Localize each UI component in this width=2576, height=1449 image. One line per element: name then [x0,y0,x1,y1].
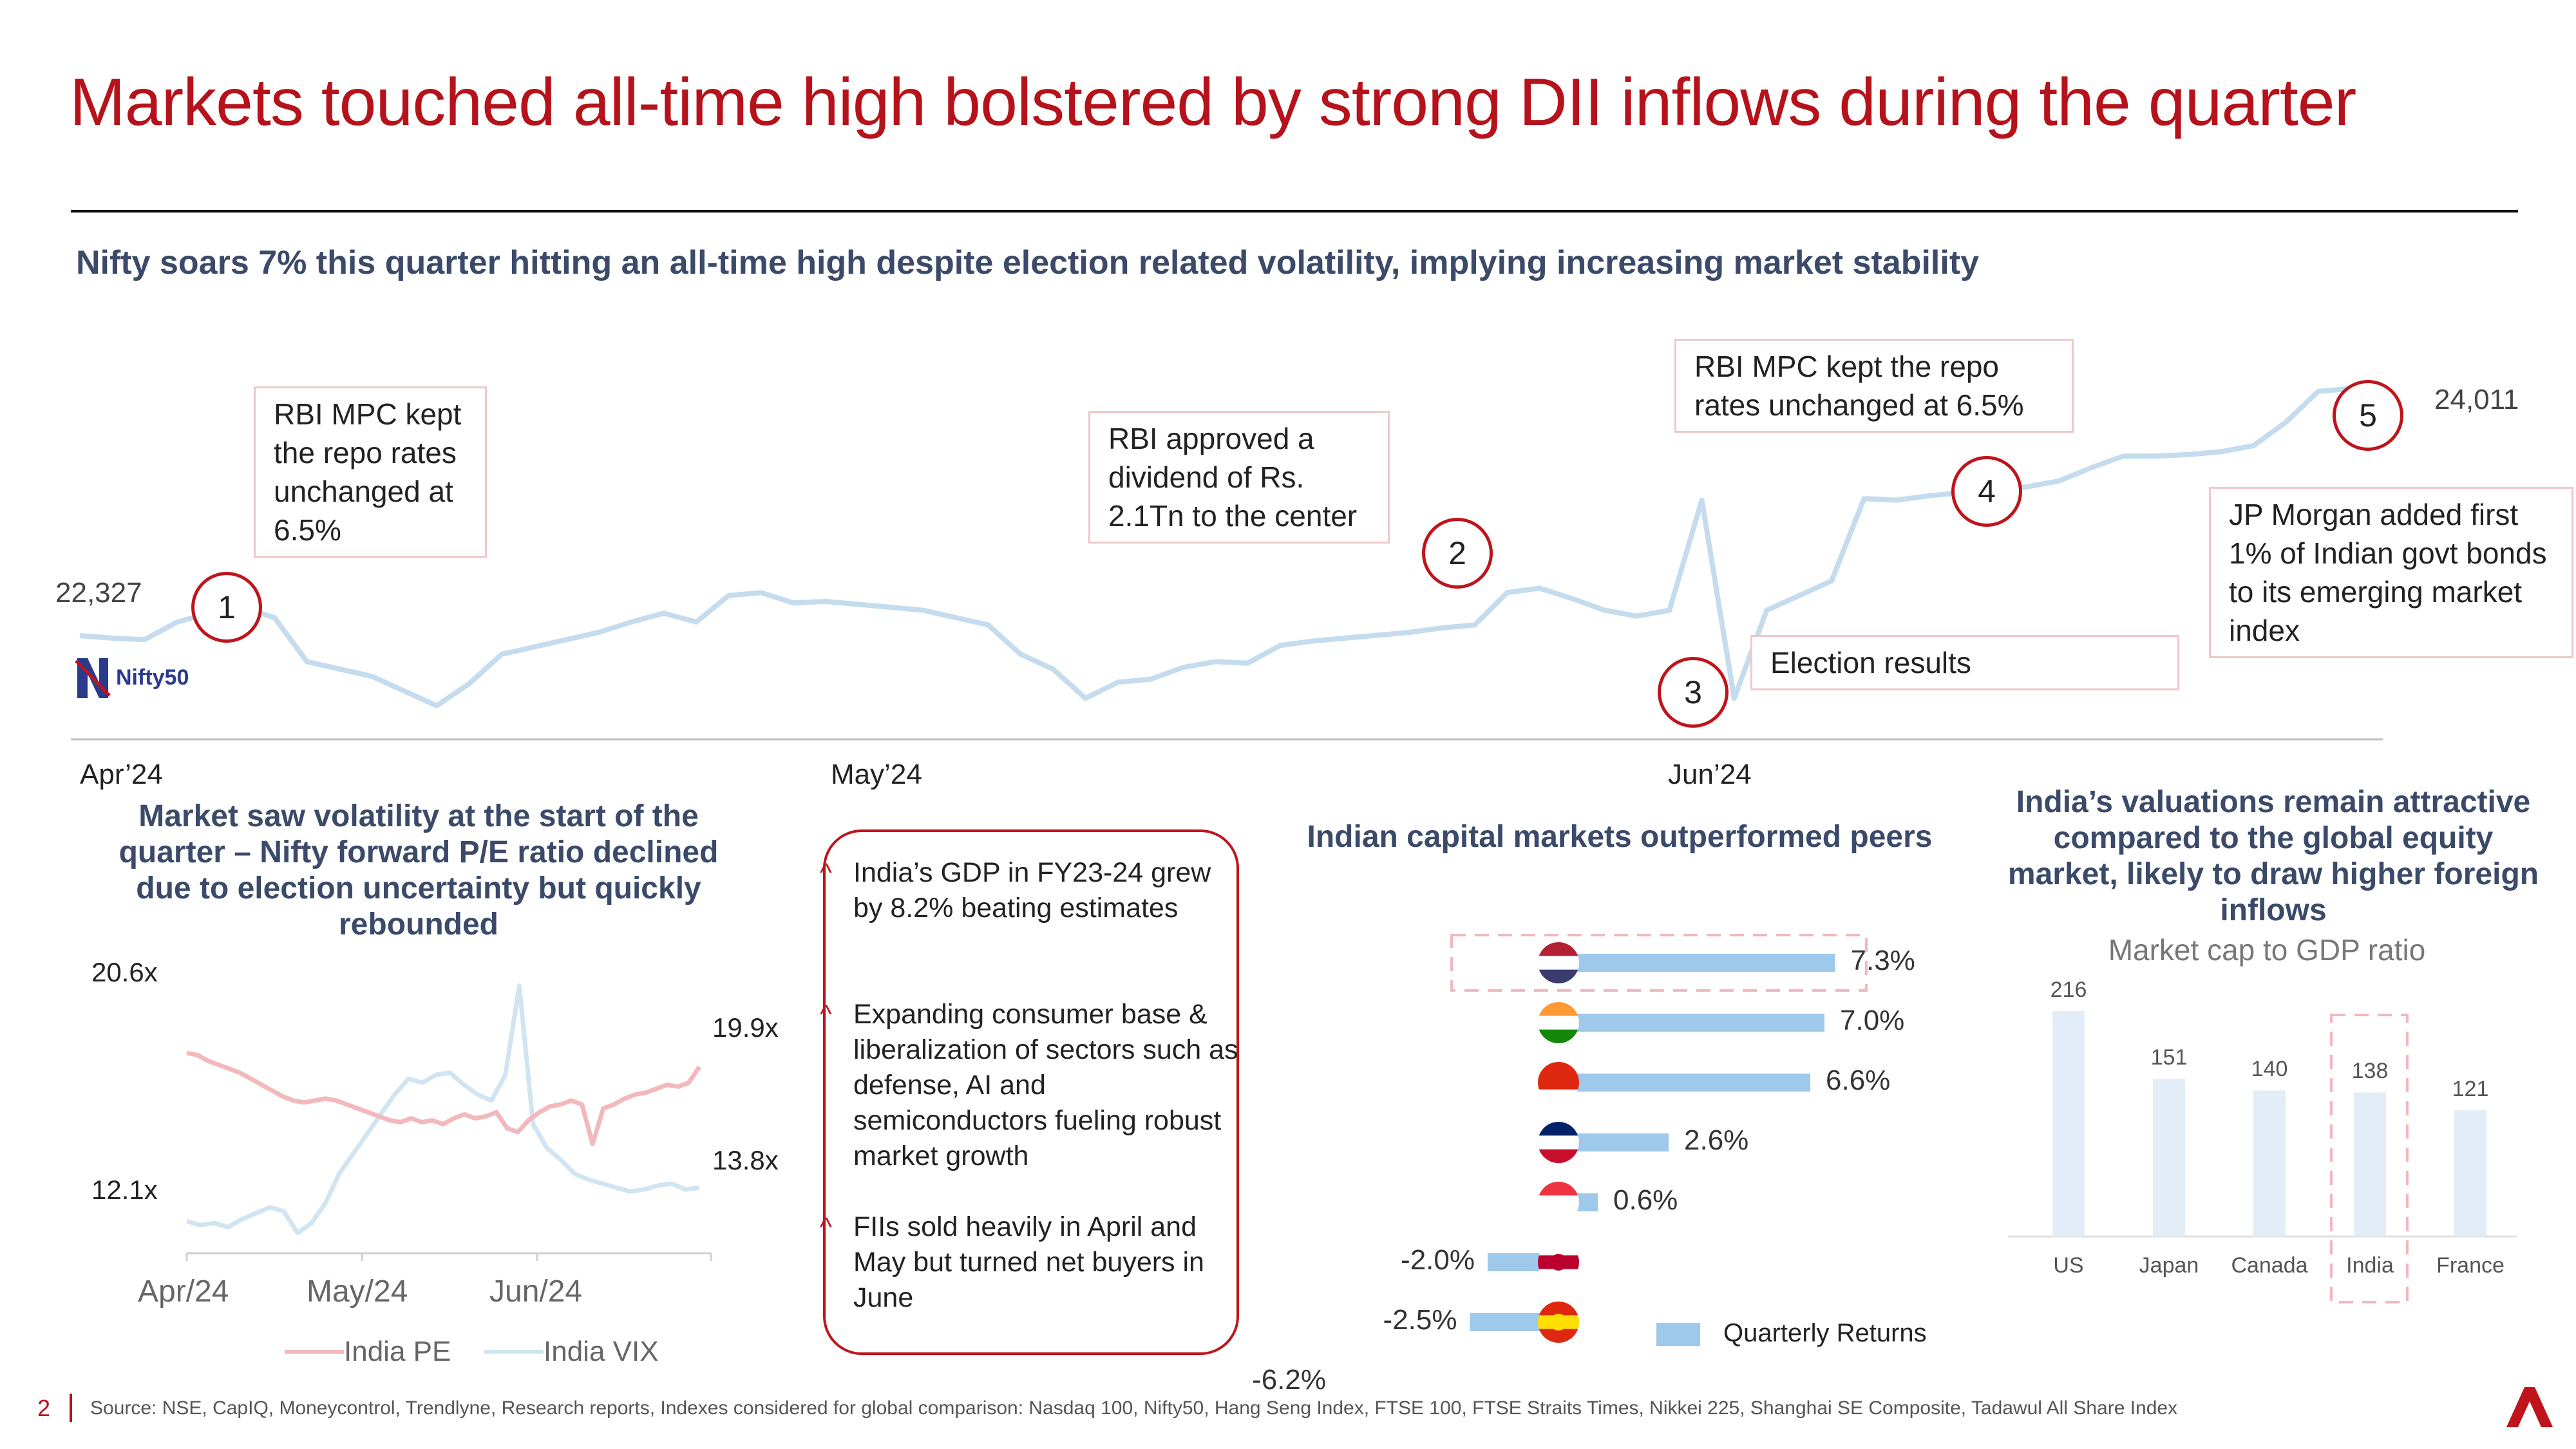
pe-x-tick-label: Apr/24 [138,1274,229,1309]
pe-x-tick-label: Jun/24 [489,1274,583,1309]
mcap-bar [2253,1090,2286,1236]
peer-return-bar [1577,954,1835,972]
nifty-logo-text: Nifty50 [116,665,189,690]
india-flag-icon [1538,1002,1579,1043]
india-highlight-box [1450,934,1868,992]
mcap-category-label: Japan [2139,1253,2199,1278]
peers-legend-label: Quarterly Returns [1723,1319,1927,1347]
bullet-caret-icon: ^ [820,1000,832,1028]
mcap-bar [2052,1011,2085,1236]
bullet-text: Expanding consumer base & liberalization… [853,999,1238,1171]
event-marker-3: 3 [1658,657,1728,728]
nifty-x-tick-label: May’24 [831,759,922,790]
pe-section-title: Market saw volatility at the start of th… [118,799,719,942]
nifty-x-tick-label: Apr’24 [80,759,163,790]
mcap-bar [2153,1079,2185,1236]
event-marker-4: 4 [1951,456,2022,527]
mcap-value-label: 140 [2251,1057,2288,1082]
peer-return-bar [1577,1133,1669,1151]
pe-end-label: 19.9x [712,1012,779,1043]
mcap-value-label: 121 [2452,1076,2489,1101]
peer-return-bar [1577,1074,1810,1092]
mcap-value-label: 216 [2050,978,2087,1003]
legend-label: India VIX [544,1336,659,1367]
mcap-bar [2354,1092,2386,1236]
mcap-bar-chart [2008,1011,2517,1303]
nifty-logo-icon [75,658,111,698]
peer-return-label: 6.6% [1826,1065,1891,1096]
bullet-consumer-base: ^ Expanding consumer base & liberalizati… [820,997,1240,1174]
peers-bar-chart [1450,934,1868,1346]
page-title: Markets touched all-time high bolstered … [70,65,2356,140]
legend-india-pe: India PE [285,1336,451,1368]
vix-start-label: 12.1x [91,1175,158,1205]
pe-vix-chart [185,983,712,1261]
nifty-end-label: 24,011 [2434,384,2519,415]
event-marker-5: 5 [2333,380,2403,451]
source-footnote: Source: NSE, CapIQ, Moneycontrol, Trendl… [90,1397,2178,1419]
bullet-caret-icon: ^ [820,1213,832,1241]
mcap-category-label: US [2053,1253,2084,1278]
legend-swatch [1656,1323,1700,1346]
hong-kong-flag-icon [1538,1062,1579,1103]
nifty-start-label: 22,327 [55,577,142,609]
bullet-caret-icon: ^ [820,858,832,887]
callout-rbi-dividend: RBI approved a dividend of Rs. 2.1Tn to … [1088,411,1390,544]
singapore-flag-icon [1538,1182,1579,1223]
callout-rbi-repo-april: RBI MPC kept the repo rates unchanged at… [254,386,487,558]
peers-section-title: Indian capital markets outperformed peer… [1307,820,1933,854]
mcap-category-label: France [2436,1253,2505,1278]
peer-return-label: 2.6% [1684,1124,1749,1156]
india-pe-line [186,1050,701,1146]
title-divider [71,210,2518,213]
peer-return-bar [1577,1193,1598,1211]
peer-return-label: 7.3% [1850,945,1915,976]
mcap-category-label: Canada [2231,1253,2308,1278]
us-flag-icon [1538,942,1579,983]
legend-india-vix: India VIX [484,1336,659,1368]
nifty50-logo: Nifty50 [73,654,189,701]
mcap-category-label: India [2346,1253,2394,1278]
uk-flag-icon [1538,1122,1579,1163]
peer-return-label: -6.2% [1252,1364,1326,1396]
callout-jp-morgan: JP Morgan added first 1% of Indian govt … [2209,487,2573,658]
japan-flag-icon [1538,1242,1579,1283]
peer-return-label: 0.6% [1613,1184,1678,1216]
footer-divider [70,1394,72,1422]
legend-label: India PE [344,1336,451,1367]
india-highlight-box [2330,1014,2409,1303]
india-vix-line [186,983,700,1236]
callout-rbi-repo-june: RBI MPC kept the repo rates unchanged at… [1674,339,2074,433]
pe-x-tick-label: May/24 [307,1274,408,1309]
callout-election-results: Election results [1750,635,2179,690]
valuation-section-title: India’s valuations remain attractive com… [2007,785,2539,927]
bullet-gdp-growth: ^ India’s GDP in FY23-24 grew by 8.2% be… [820,855,1240,926]
mcap-bar [2454,1110,2486,1236]
page-number: 2 [37,1395,51,1421]
bullet-fii-flows: ^ FIIs sold heavily in April and May but… [820,1209,1240,1316]
peer-return-label: -2.5% [1383,1304,1457,1336]
mcap-value-label: 151 [2150,1045,2188,1070]
legend-swatch [285,1350,344,1354]
peer-return-label: 7.0% [1840,1005,1905,1036]
china-flag-icon [1538,1302,1579,1343]
brand-logo-icon [2506,1387,2553,1427]
pe-start-label: 20.6x [91,957,158,987]
bullet-text: FIIs sold heavily in April and May but t… [853,1211,1204,1313]
event-marker-2: 2 [1422,518,1493,589]
legend-swatch [484,1350,544,1354]
mcap-value-label: 138 [2351,1059,2389,1084]
nifty-x-tick-label: Jun’24 [1668,759,1752,790]
page-subtitle: Nifty soars 7% this quarter hitting an a… [76,244,1980,281]
event-marker-1: 1 [191,572,262,643]
peer-return-label: -2.0% [1401,1244,1475,1276]
highlights-box [823,829,1239,1355]
vix-end-label: 13.8x [712,1145,779,1175]
peer-return-bar [1577,1014,1824,1032]
mcap-chart-title: Market cap to GDP ratio [2108,933,2426,967]
bullet-text: India’s GDP in FY23-24 grew by 8.2% beat… [853,857,1211,923]
